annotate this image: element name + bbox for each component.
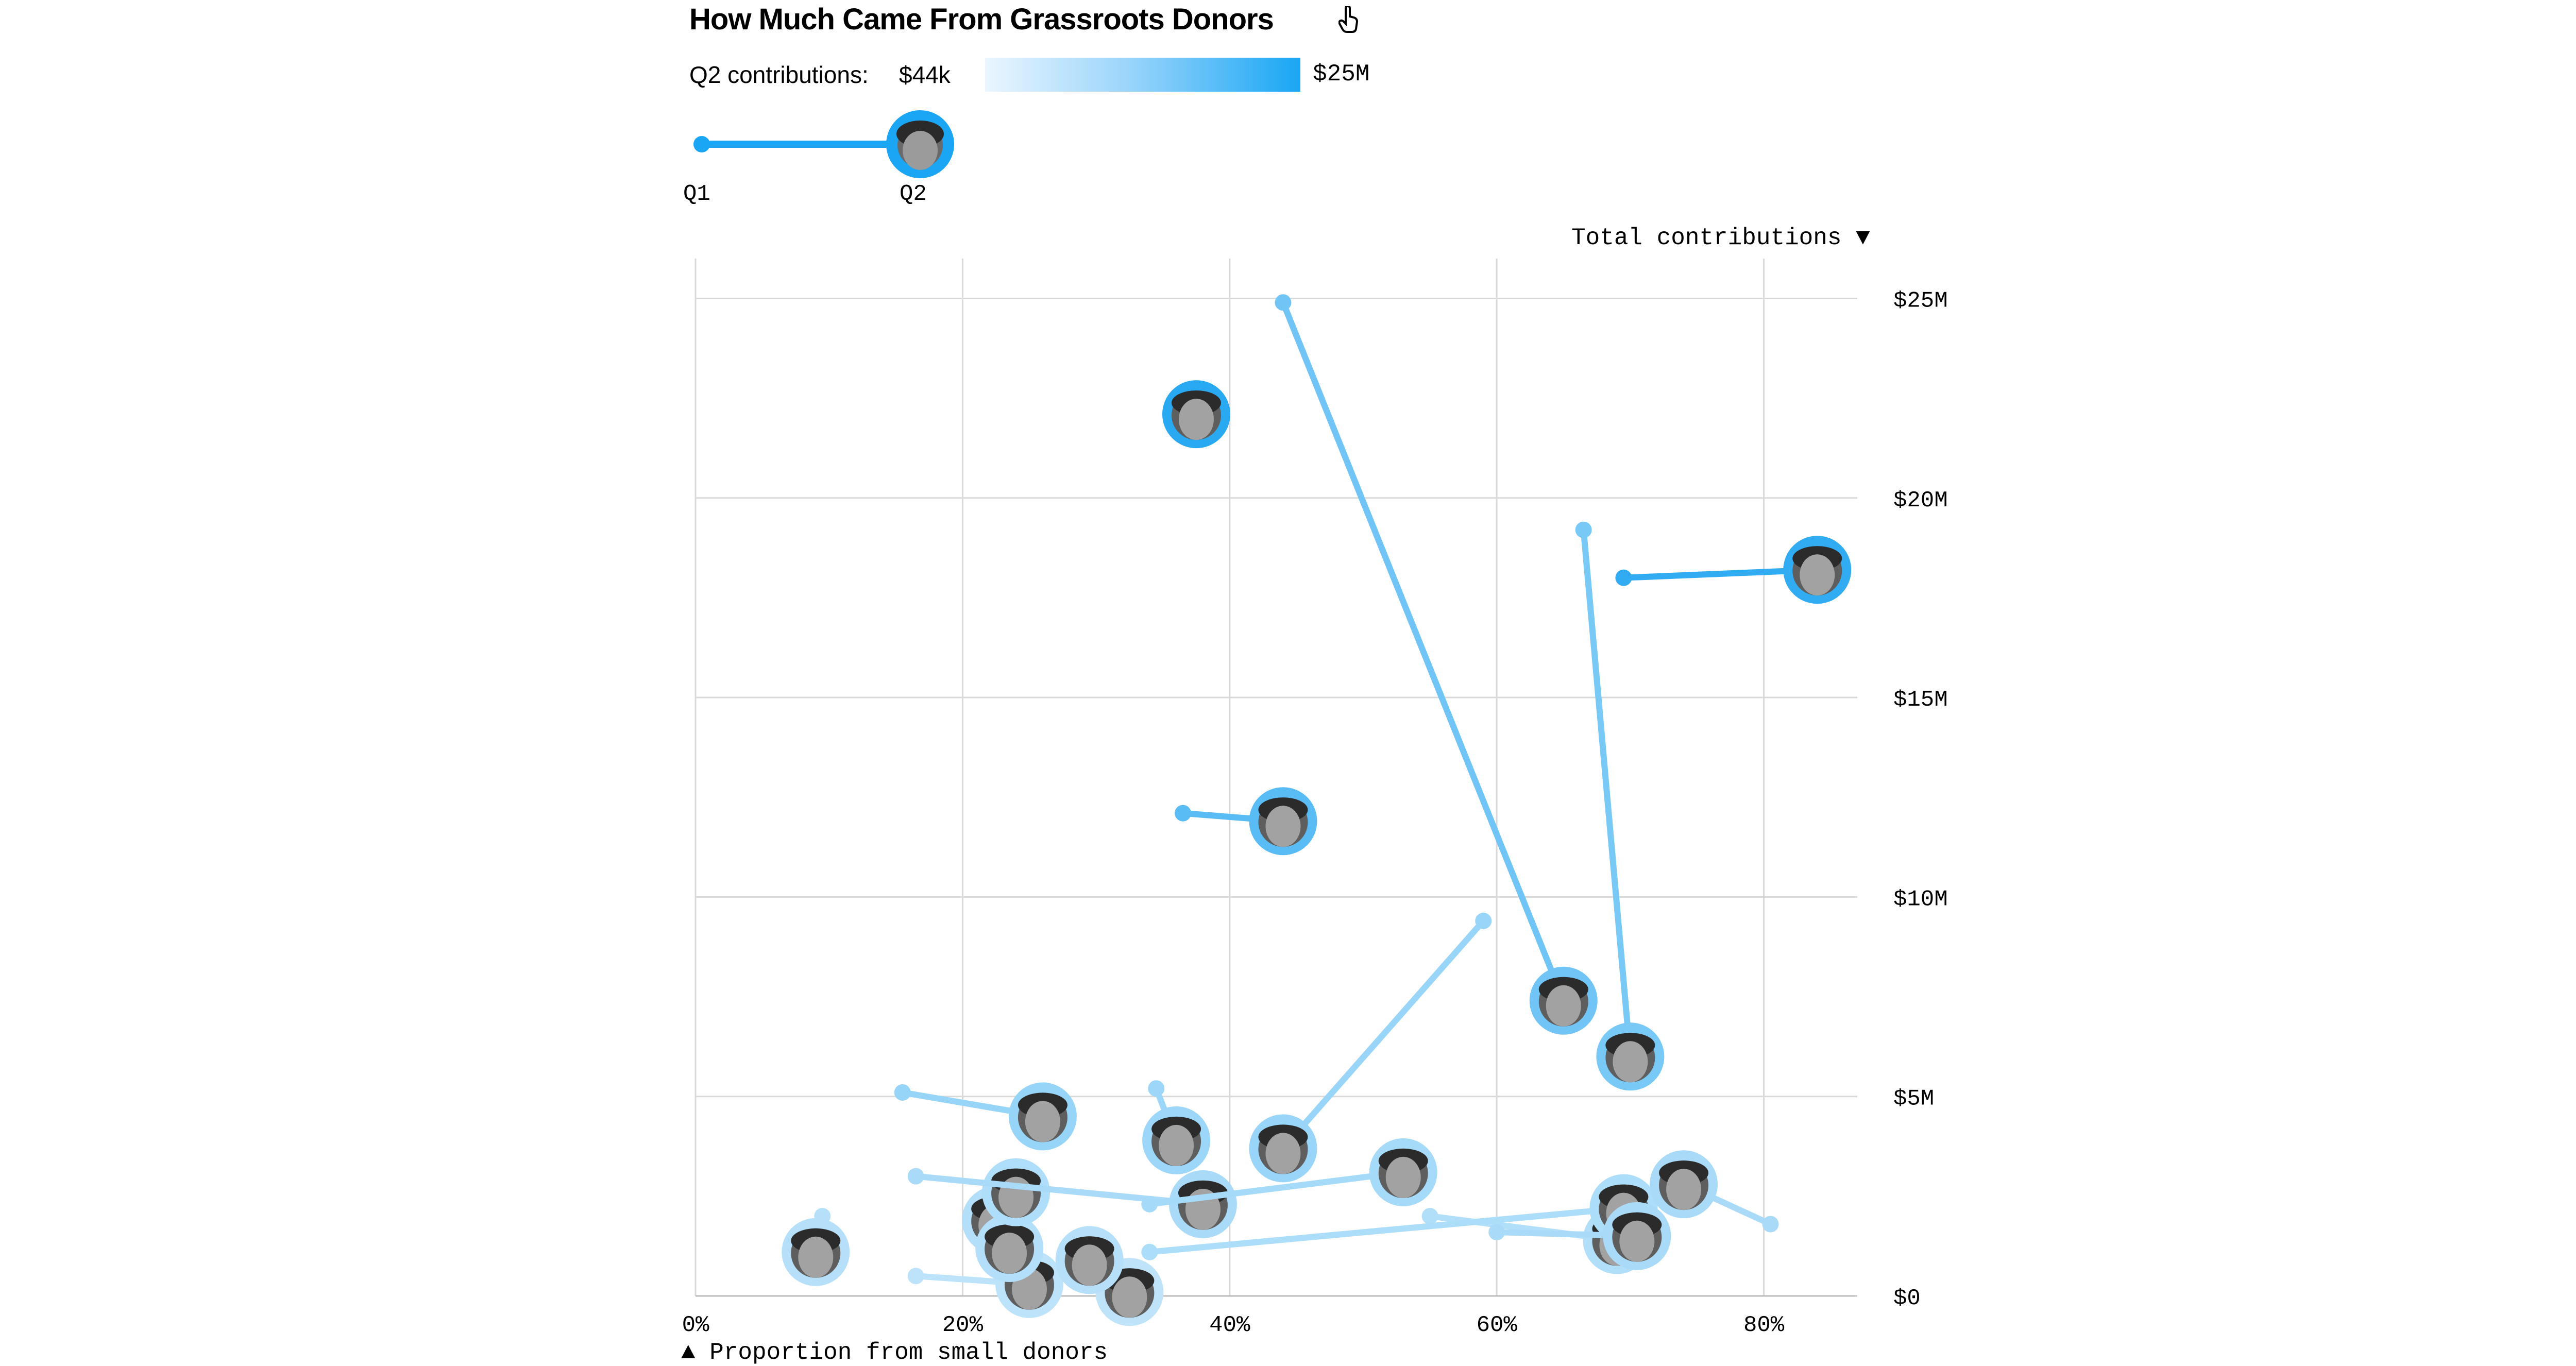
guide-q1-label: Q1 — [683, 181, 710, 207]
q1-point — [894, 1084, 911, 1101]
candidate-skin-icon — [1112, 1276, 1147, 1318]
guide-q1-dot — [693, 136, 710, 152]
scale-min-value: $44k — [899, 61, 951, 88]
candidate-skin-icon — [1025, 1101, 1060, 1142]
y-tick-label: $15M — [1893, 687, 1948, 713]
x-tick-label: 20% — [942, 1312, 984, 1338]
x-tick-label: 60% — [1477, 1312, 1518, 1338]
candidate-skin-icon — [1800, 554, 1835, 596]
candidate-path-line — [1580, 526, 1634, 1060]
q1-point — [1141, 1196, 1158, 1213]
candidate-skin-icon — [992, 1233, 1027, 1274]
y-tick-label: $20M — [1893, 488, 1948, 514]
x-tick-label: 80% — [1743, 1312, 1785, 1338]
candidate-skin-icon — [1613, 1041, 1648, 1083]
scale-label: Q2 contributions: — [689, 61, 869, 88]
q1-point — [1421, 1208, 1438, 1225]
candidate-skin-icon — [1265, 806, 1301, 847]
candidate-skin-icon — [1072, 1244, 1107, 1286]
q1-point — [1141, 1243, 1158, 1260]
candidate-skin-icon — [1546, 985, 1581, 1027]
candidate-skin-icon — [1178, 399, 1214, 440]
pointer-hand-icon — [1338, 6, 1359, 33]
candidate-skin-icon — [1666, 1169, 1702, 1210]
q1-point — [1615, 569, 1632, 586]
y-axis-title[interactable]: Total contributions ▼ — [1571, 225, 1870, 251]
q1-point — [1275, 294, 1292, 311]
q1-point — [1475, 912, 1492, 929]
q1-point — [1762, 1216, 1779, 1233]
candidate-path-line — [1280, 917, 1487, 1152]
color-scale-bar — [985, 58, 1300, 92]
q1-q2-guide — [693, 110, 954, 178]
y-tick-label: $10M — [1893, 886, 1948, 912]
q1-point — [1575, 521, 1592, 538]
candidate-path-line — [1280, 299, 1567, 1004]
y-tick-label: $5M — [1893, 1086, 1934, 1112]
candidate-skin-icon — [1159, 1124, 1194, 1166]
q1-point — [1148, 1080, 1165, 1097]
x-tick-label: 0% — [682, 1312, 709, 1338]
y-tick-label: $0 — [1893, 1286, 1921, 1311]
chart-title: How Much Came From Grassroots Donors — [689, 3, 1274, 36]
x-tick-label: 40% — [1209, 1312, 1250, 1338]
candidate-skin-icon — [1619, 1220, 1655, 1262]
candidate-skin-icon — [798, 1236, 834, 1278]
q1-point — [907, 1168, 924, 1185]
q1-point — [1488, 1224, 1505, 1241]
candidate-skin-icon — [1385, 1156, 1421, 1198]
candidate-path-line — [1146, 1205, 1627, 1255]
guide-q2-label: Q2 — [900, 181, 927, 207]
scale-max-value: $25M — [1313, 61, 1370, 88]
q1-point — [907, 1268, 924, 1285]
y-tick-label: $25M — [1893, 288, 1948, 314]
candidate-path-line — [1146, 1169, 1406, 1207]
q1-point — [1175, 805, 1192, 822]
candidate-skin-icon — [1265, 1133, 1301, 1174]
